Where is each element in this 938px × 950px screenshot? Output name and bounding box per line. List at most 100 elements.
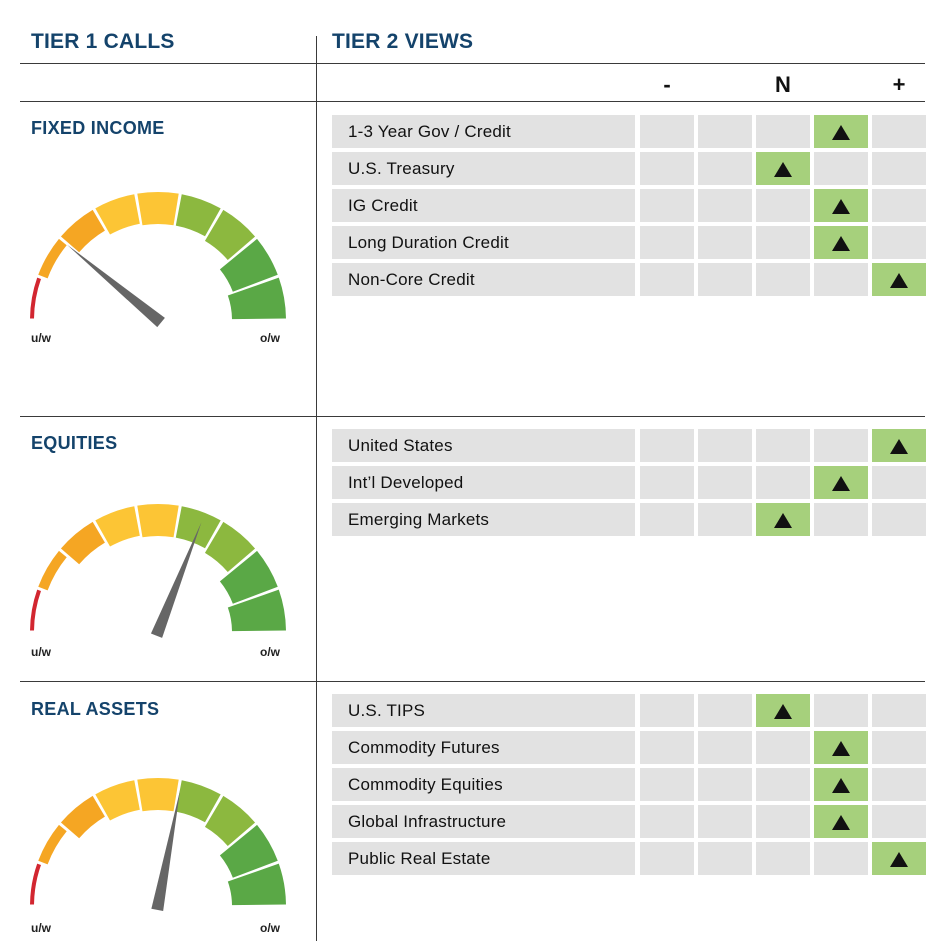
gauge-segment [30, 589, 41, 631]
scale-plus: + [892, 72, 906, 97]
row-label: Long Duration Credit [332, 226, 635, 259]
rating-cell [698, 694, 752, 727]
triangle-up-icon [832, 475, 850, 491]
gauge [28, 492, 288, 642]
triangle-up-icon [890, 272, 908, 288]
rating-cell-active [814, 466, 868, 499]
rating-cell [756, 189, 810, 222]
gauge [28, 180, 288, 330]
rating-cell [814, 694, 868, 727]
rating-cell [756, 226, 810, 259]
rating-cell [640, 152, 694, 185]
rating-cell [756, 115, 810, 148]
triangle-up-icon [832, 124, 850, 140]
rating-cell [872, 805, 926, 838]
gauge-segment [204, 209, 256, 261]
rating-cell [756, 842, 810, 875]
triangle-up-icon [832, 740, 850, 756]
tier1-header: TIER 1 CALLS [31, 30, 175, 53]
rating-cell [814, 152, 868, 185]
row-label: Commodity Futures [332, 731, 635, 764]
section-title: FIXED INCOME [31, 118, 165, 138]
gauge-segment [95, 194, 140, 235]
gauge-segment [175, 780, 221, 823]
rating-cell [640, 189, 694, 222]
row-label: 1-3 Year Gov / Credit [332, 115, 635, 148]
rating-cell-active [756, 694, 810, 727]
row-label: IG Credit [332, 189, 635, 222]
gauge-segment [219, 550, 278, 604]
row-label: Global Infrastructure [332, 805, 635, 838]
rating-cell-active [872, 429, 926, 462]
gauge-label-overweight: o/w [260, 331, 280, 345]
gauge-needle [67, 244, 165, 328]
rating-cell [872, 189, 926, 222]
tier2-header: TIER 2 VIEWS [332, 30, 474, 53]
rating-cell [872, 503, 926, 536]
gauge-segment [227, 589, 286, 632]
rating-cell [814, 263, 868, 296]
rating-cell [698, 731, 752, 764]
section-divider-1 [20, 416, 925, 417]
gauge-segment [30, 863, 41, 905]
gauge-segment [204, 795, 256, 847]
gauge-segment [175, 506, 221, 549]
rating-cell [872, 152, 926, 185]
section-divider-2 [20, 681, 925, 682]
row-label: Non-Core Credit [332, 263, 635, 296]
rating-cell [640, 429, 694, 462]
gauge-segment [137, 778, 179, 812]
section-title: EQUITIES [31, 433, 118, 453]
rating-cell [640, 466, 694, 499]
rating-cell [698, 805, 752, 838]
scale-minus: - [663, 72, 671, 97]
column-divider [316, 36, 317, 941]
gauge-label-overweight: o/w [260, 645, 280, 659]
triangle-up-icon [832, 777, 850, 793]
gauge-label-underweight: u/w [31, 331, 51, 345]
triangle-up-icon [832, 198, 850, 214]
triangle-up-icon [774, 703, 792, 719]
row-label: U.S. Treasury [332, 152, 635, 185]
gauge-label-underweight: u/w [31, 921, 51, 935]
rating-cell [698, 189, 752, 222]
header-divider [20, 63, 925, 64]
rating-cell [698, 115, 752, 148]
triangle-up-icon [890, 438, 908, 454]
gauge-segment [38, 824, 67, 865]
gauge-segment [30, 277, 41, 319]
rating-cell [698, 466, 752, 499]
rating-cell-active [814, 115, 868, 148]
gauge-segment [95, 780, 140, 821]
rating-cell-active [756, 503, 810, 536]
rating-cell [814, 503, 868, 536]
rating-cell [872, 466, 926, 499]
row-label: Int’l Developed [332, 466, 635, 499]
rating-cell [756, 805, 810, 838]
row-label: Public Real Estate [332, 842, 635, 875]
rating-cell [698, 842, 752, 875]
gauge-label-underweight: u/w [31, 645, 51, 659]
gauge-segment [95, 506, 140, 547]
section-title: REAL ASSETS [31, 699, 160, 719]
row-label: Emerging Markets [332, 503, 635, 536]
gauge-needle [151, 790, 181, 912]
gauge [28, 766, 288, 916]
gauge-segment [38, 238, 67, 279]
rating-cell [698, 768, 752, 801]
rating-cell [698, 152, 752, 185]
gauge-segment [219, 238, 278, 292]
rating-cell-active [872, 263, 926, 296]
triangle-up-icon [832, 814, 850, 830]
rating-cell-active [756, 152, 810, 185]
gauge-segment [227, 277, 286, 320]
rating-cell [698, 226, 752, 259]
rating-cell-active [814, 226, 868, 259]
rating-cell-active [814, 189, 868, 222]
gauge-segment [219, 824, 278, 878]
gauge-segment [60, 209, 105, 253]
gauge-segment [227, 863, 286, 906]
rating-cell [756, 731, 810, 764]
rating-cell [872, 768, 926, 801]
rating-cell [640, 768, 694, 801]
